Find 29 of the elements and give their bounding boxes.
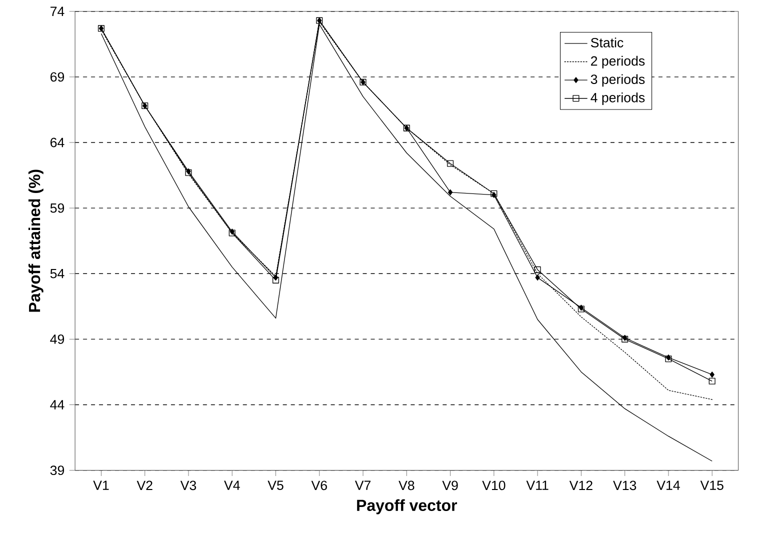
x-tick-label: V6 xyxy=(311,480,327,490)
x-tick-label: V1 xyxy=(93,480,109,490)
y-tick-label: 39 xyxy=(50,466,64,475)
x-tick-label: V5 xyxy=(268,480,284,490)
x-tick-label: V15 xyxy=(700,480,724,490)
y-tick-label: 74 xyxy=(50,6,64,16)
x-tick-label: V8 xyxy=(398,480,414,490)
legend-label: Static xyxy=(590,38,624,48)
x-tick-label: V10 xyxy=(482,480,506,490)
x-tick-label: V4 xyxy=(224,480,240,490)
x-tick-label: V2 xyxy=(136,480,152,490)
y-tick-label: 49 xyxy=(50,334,64,344)
legend-label: 2 periods xyxy=(591,56,645,68)
x-tick-label: V9 xyxy=(442,480,458,490)
x-tick-label: V3 xyxy=(180,480,196,490)
x-tick-label: V7 xyxy=(354,480,371,490)
legend-label: 3 periods xyxy=(590,74,645,87)
x-tick-label: V13 xyxy=(613,480,636,490)
y-axis-title: Payoff attained (%) xyxy=(28,170,44,312)
y-tick-label: 64 xyxy=(50,138,64,148)
legend-label: 4 periods xyxy=(590,92,645,105)
x-axis-title: Payoff vector xyxy=(357,499,458,514)
x-tick-label: V14 xyxy=(656,480,680,490)
y-tick-label: 44 xyxy=(50,400,64,410)
x-tick-label: V12 xyxy=(569,480,592,490)
y-tick-label: 59 xyxy=(50,203,64,213)
x-tick-label: V11 xyxy=(526,480,548,490)
y-tick-label: 69 xyxy=(50,72,64,82)
y-tick-label: 54 xyxy=(50,268,64,278)
